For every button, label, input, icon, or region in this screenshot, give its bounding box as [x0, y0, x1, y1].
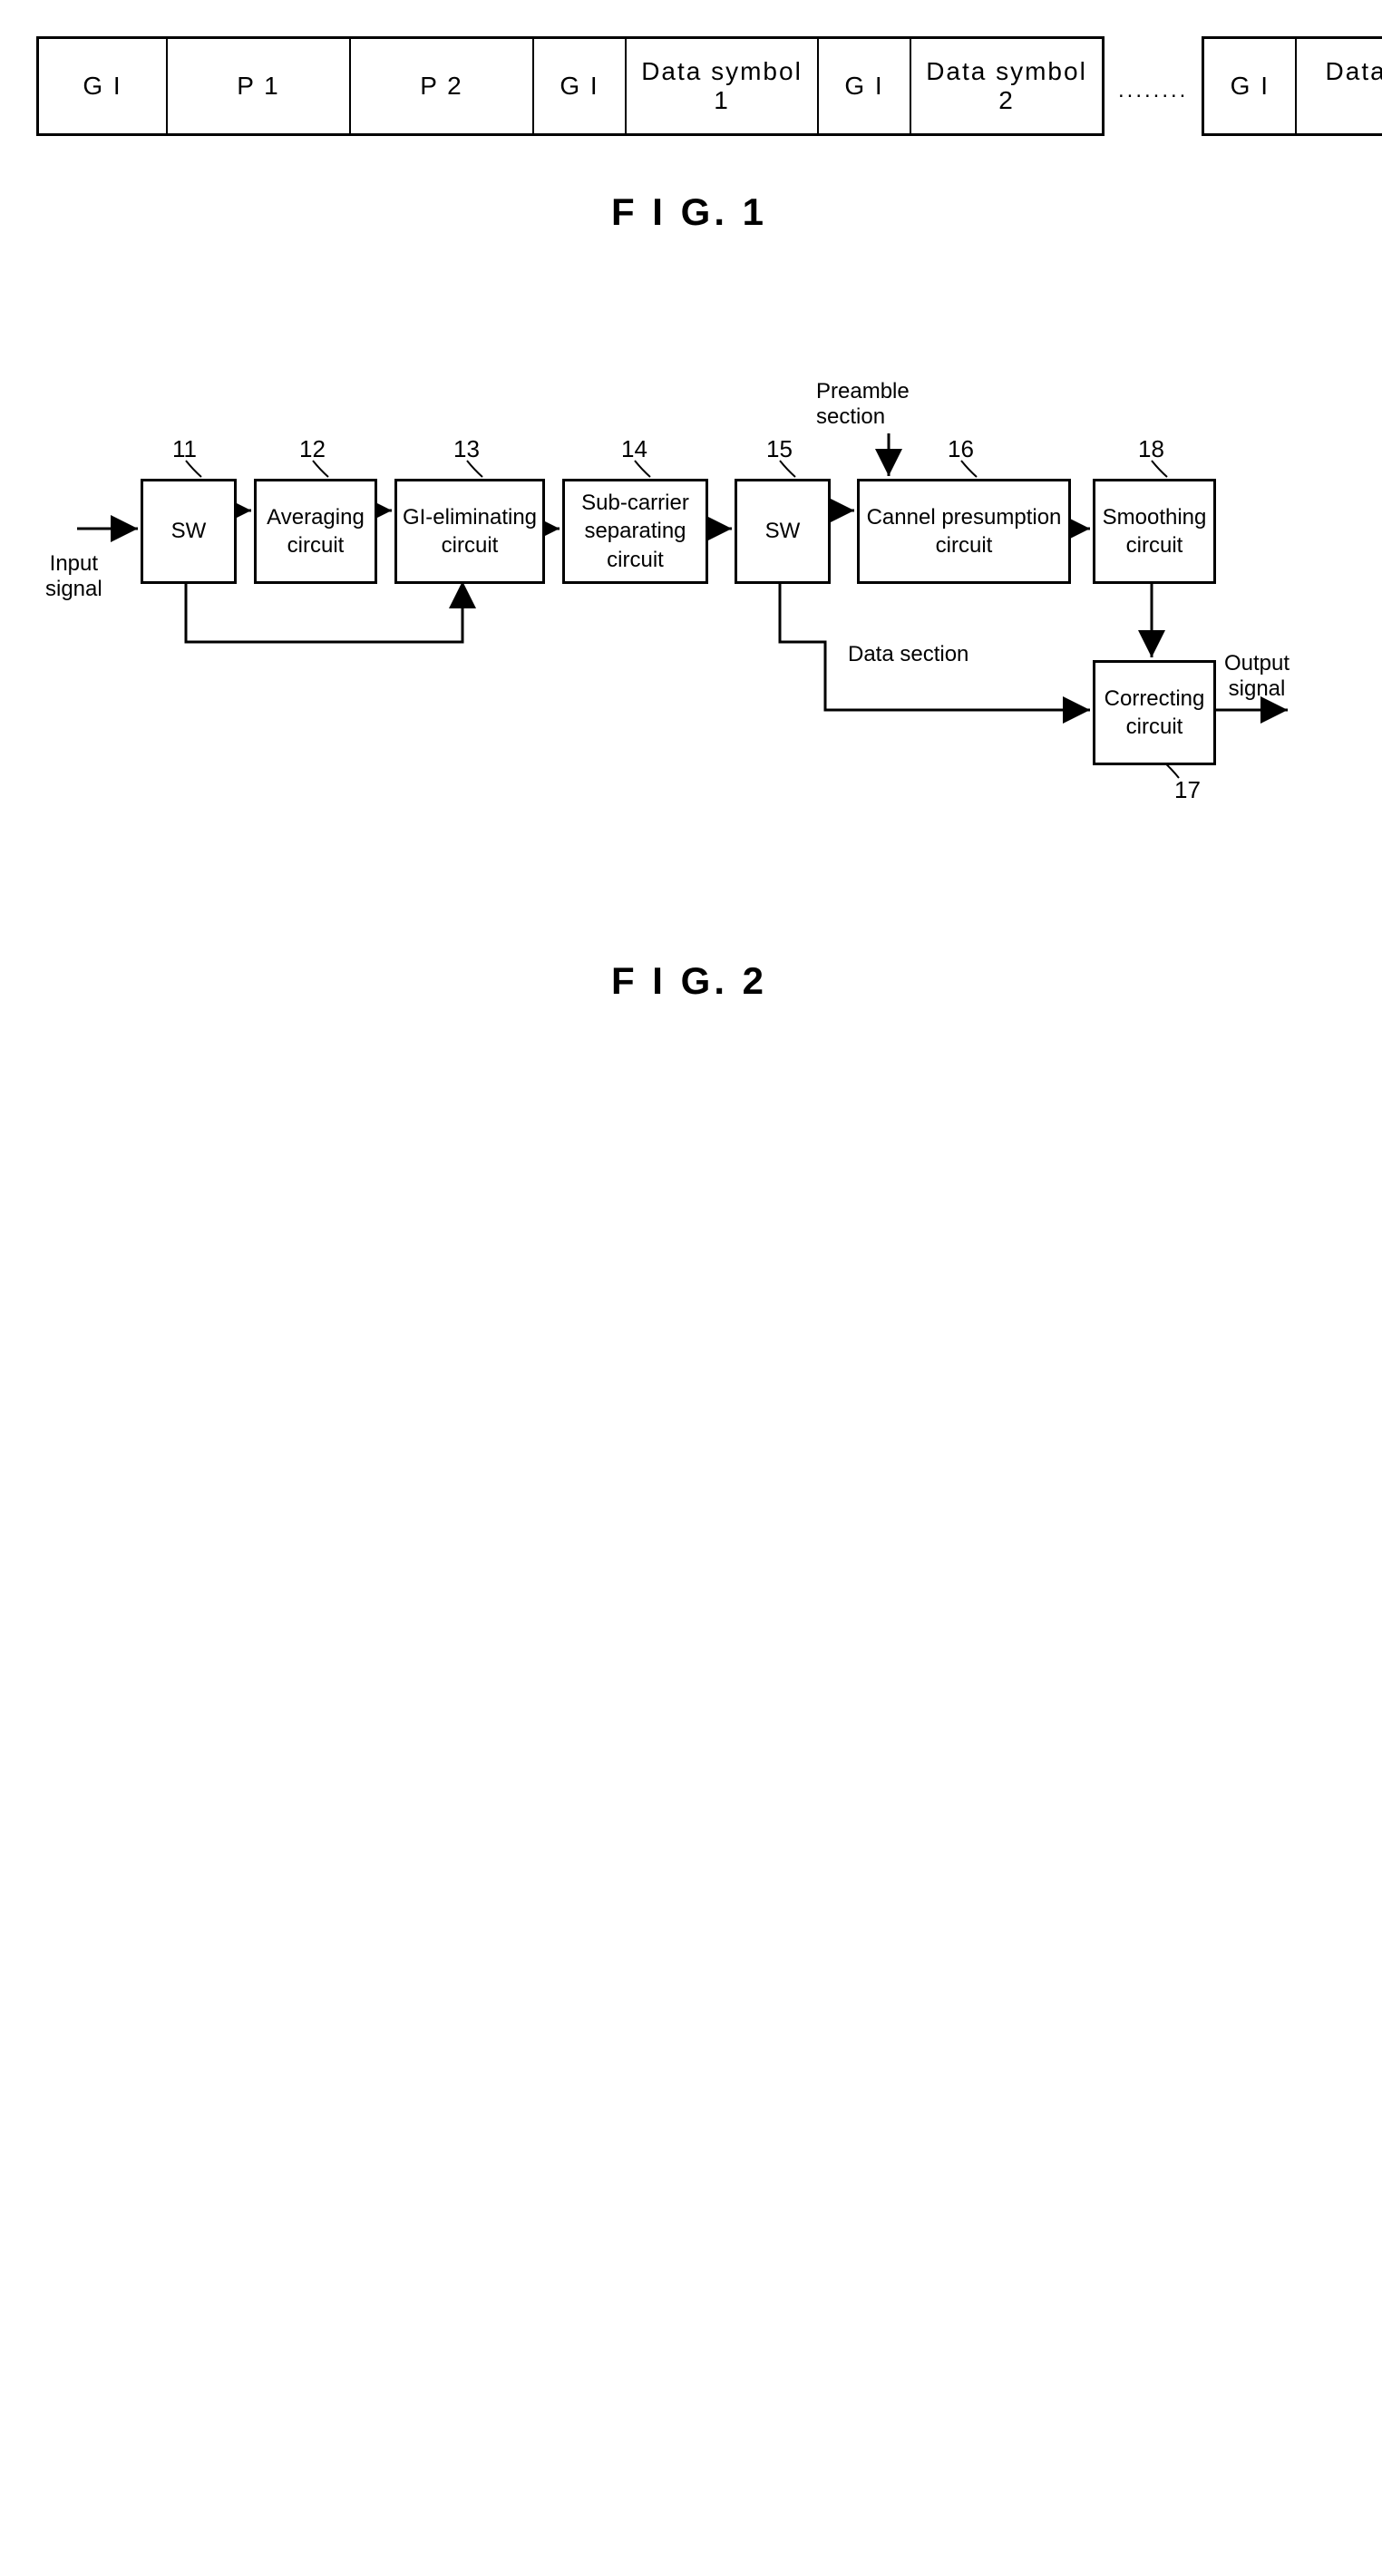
- frame-cell: P 1: [168, 39, 351, 133]
- num-gi: 13: [453, 435, 480, 463]
- frame-cell: G I: [39, 39, 168, 133]
- frame-cell: P 2: [351, 39, 534, 133]
- frame-cell: G I: [819, 39, 911, 133]
- output-signal-label: Output signal: [1224, 651, 1290, 702]
- block-gi: GI-eliminating circuit: [394, 479, 545, 584]
- block-text: SW: [765, 517, 801, 545]
- num-smooth: 18: [1138, 435, 1164, 463]
- block-text: SW: [171, 517, 207, 545]
- block-text: Smoothing circuit: [1103, 503, 1207, 559]
- block-sw1: SW: [141, 479, 237, 584]
- num-channel: 16: [948, 435, 974, 463]
- block-text: Correcting circuit: [1105, 685, 1205, 741]
- frame-cell: Data symbol 1: [627, 39, 819, 133]
- data-section-label: Data section: [848, 642, 968, 667]
- fig1-frame-left: G IP 1P 2G IData symbol 1G IData symbol …: [36, 36, 1105, 136]
- fig2-diagram: Input signal Output signal Preamble sect…: [36, 279, 1342, 914]
- input-signal-label: Input signal: [45, 551, 102, 602]
- frame-cell: Data symbol N: [1297, 39, 1382, 133]
- block-correct: Correcting circuit: [1093, 660, 1216, 765]
- num-correct: 17: [1174, 776, 1201, 804]
- block-sub: Sub-carrier separating circuit: [562, 479, 708, 584]
- block-sw2: SW: [735, 479, 831, 584]
- fig1-frame-wrapper: G IP 1P 2G IData symbol 1G IData symbol …: [36, 36, 1342, 145]
- block-text: GI-eliminating circuit: [403, 503, 537, 559]
- frame-cell: G I: [1204, 39, 1297, 133]
- block-channel: Cannel presumption circuit: [857, 479, 1071, 584]
- fig1-label: F I G. 1: [36, 190, 1342, 234]
- fig1-frame-right: G IData symbol N: [1202, 36, 1382, 136]
- fig1-dots: ........: [1105, 78, 1202, 103]
- preamble-label: Preamble section: [816, 379, 910, 430]
- num-avg: 12: [299, 435, 326, 463]
- num-sw2: 15: [766, 435, 793, 463]
- frame-cell: G I: [534, 39, 627, 133]
- block-text: Averaging circuit: [267, 503, 365, 559]
- block-smooth: Smoothing circuit: [1093, 479, 1216, 584]
- block-text: Sub-carrier separating circuit: [581, 489, 689, 574]
- block-avg: Averaging circuit: [254, 479, 377, 584]
- block-text: Cannel presumption circuit: [867, 503, 1062, 559]
- frame-cell: Data symbol 2: [911, 39, 1102, 133]
- num-sw1: 11: [172, 435, 197, 463]
- num-sub: 14: [621, 435, 647, 463]
- fig2-label: F I G. 2: [36, 959, 1342, 1003]
